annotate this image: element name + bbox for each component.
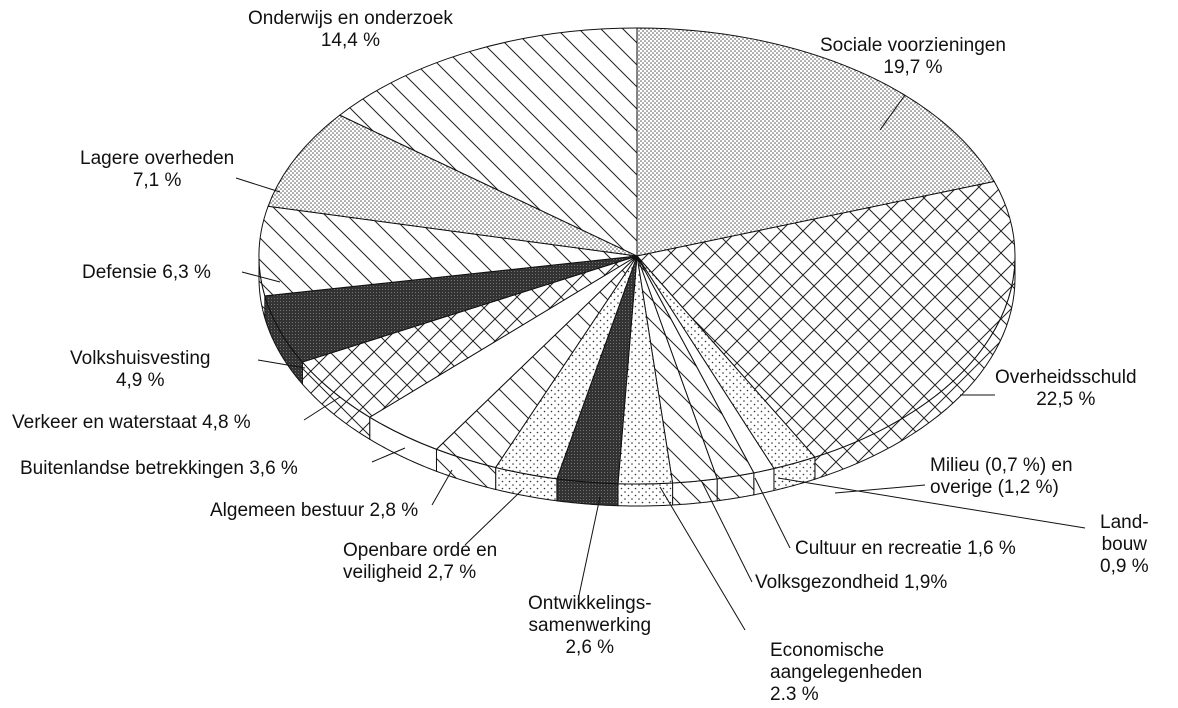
leader-line	[303, 396, 341, 421]
slice-label: Lagere overheden 7,1 %	[80, 148, 234, 192]
slice-label: Sociale voorzieningen 19,7 %	[820, 35, 1006, 79]
category-label: Buitenlandse betrekkingen	[20, 458, 244, 479]
value-label: 2,7 %	[427, 562, 477, 583]
slice-label: Economische aangelegenheden 2.3 %	[770, 640, 922, 706]
slice-label: Openbare orde en veiligheid 2,7 %	[343, 540, 497, 584]
category-label: Sociale voorzieningen	[820, 35, 1006, 56]
value-label: 1,6 %	[967, 538, 1016, 559]
value-label: 4,8 %	[202, 412, 251, 433]
slice-label: Algemeen bestuur 2,8 %	[210, 500, 418, 522]
category-label: Ontwikkelings- samenwerking	[528, 593, 652, 636]
slice-label: Overheidsschuld 22,5 %	[995, 367, 1137, 411]
category-label: Milieu (0,7 %) en overige (1,2 %)	[930, 455, 1073, 498]
value-label: 14,4 %	[320, 30, 381, 51]
category-label: Volksgezondheid	[755, 572, 899, 593]
leader-line	[464, 489, 523, 546]
slice	[258, 205, 638, 297]
value-label: 4,9 %	[115, 370, 165, 391]
category-label: Algemeen bestuur	[210, 500, 365, 521]
value-label: 2,6 %	[565, 637, 615, 658]
leader-line	[371, 447, 406, 463]
value-label: 2.3 %	[770, 684, 819, 705]
value-label: 6,3 %	[162, 262, 211, 283]
category-label: Land- bouw	[1100, 512, 1149, 555]
slice-label: Buitenlandse betrekkingen 3,6 %	[20, 458, 298, 480]
leader-line	[577, 496, 601, 601]
category-label: Volkshuisvesting	[70, 348, 211, 369]
slice-label: Ontwikkelings- samenwerking 2,6 %	[528, 593, 652, 659]
leader-line	[235, 177, 281, 193]
category-label: Economische aangelegenheden	[770, 640, 923, 683]
value-label: 0,9 %	[1100, 556, 1149, 577]
value-label: 1,9%	[903, 572, 948, 593]
slice-label: Verkeer en waterstaat 4,8 %	[12, 412, 251, 434]
category-label: Overheidsschuld	[995, 367, 1137, 388]
category-label: Onderwijs en onderzoek	[248, 8, 453, 29]
leader-line	[754, 477, 791, 549]
value-label: 19,7 %	[883, 57, 943, 78]
slice-label: Volkshuisvesting 4,9 %	[70, 348, 210, 392]
leader-line	[431, 469, 453, 506]
category-label: Cultuur en recreatie	[795, 538, 962, 559]
category-label: Defensie	[82, 262, 157, 283]
slice	[267, 114, 638, 257]
leader-line	[777, 477, 1086, 529]
leader-line	[879, 94, 906, 131]
category-label: Verkeer en waterstaat	[12, 412, 197, 433]
slice-label: Milieu (0,7 %) en overige (1,2 %)	[930, 455, 1073, 499]
leader-line	[241, 271, 281, 283]
value-label: 3,6 %	[249, 458, 298, 479]
value-label: 22,5 %	[1036, 389, 1096, 410]
slice-label: Volksgezondheid 1,9%	[755, 572, 947, 594]
slice	[338, 27, 638, 257]
leader-line	[659, 486, 746, 631]
category-label: Openbare orde en veiligheid	[343, 540, 498, 583]
leader-line	[257, 359, 306, 369]
slice	[636, 180, 1016, 458]
category-label: Lagere overheden	[80, 148, 235, 169]
slice-label: Cultuur en recreatie 1,6 %	[795, 538, 1016, 560]
value-label: 2,8 %	[369, 500, 419, 521]
slice	[636, 27, 996, 257]
value-label: 7,1 %	[132, 170, 182, 191]
slice-label: Land- bouw 0,9 %	[1100, 512, 1149, 578]
leader-line	[701, 481, 753, 583]
slice-label: Onderwijs en onderzoek 14,4 %	[248, 8, 453, 52]
slice-label: Defensie 6,3 %	[82, 262, 211, 284]
leader-line	[834, 484, 926, 494]
